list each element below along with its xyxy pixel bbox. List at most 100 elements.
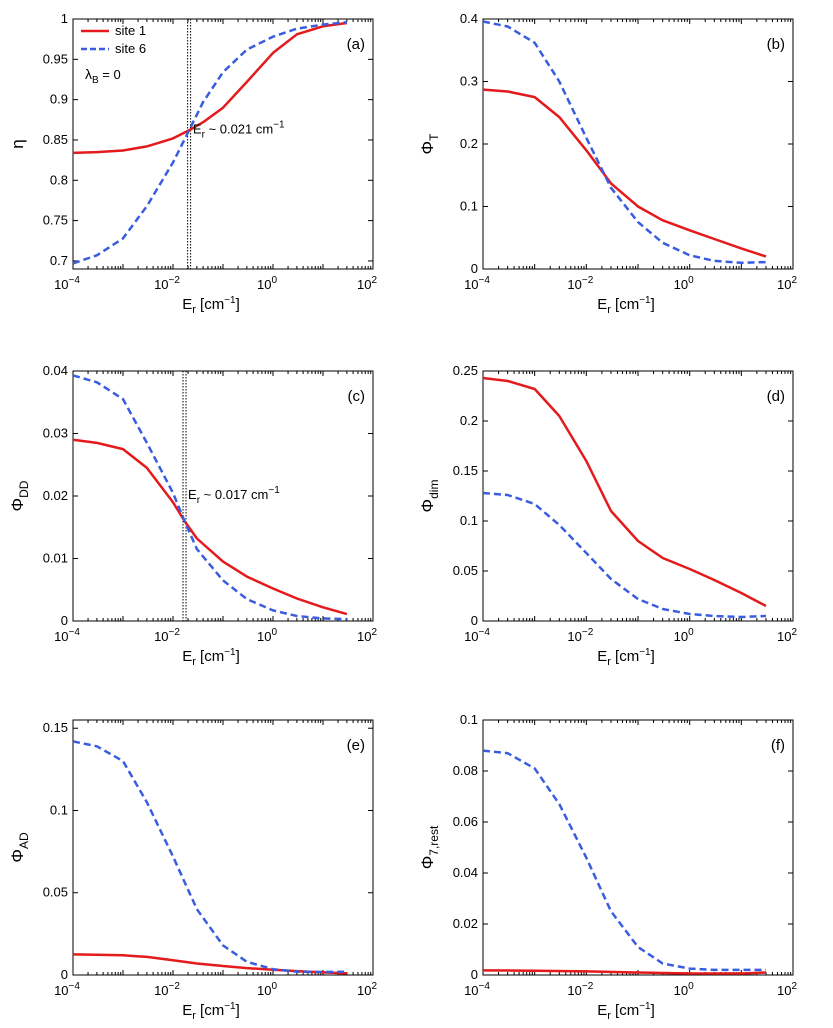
annotation-text: ~ 0.021 cm [205,122,273,137]
y-tick-label: 0 [471,261,478,276]
x-tick-exponent: 0 [271,627,277,638]
x-tick-exponent: −2 [582,275,594,286]
x-label-exponent: −1 [224,647,236,658]
x-label-sub: r [607,304,611,316]
y-tick-label: 0.85 [43,132,68,147]
y-tick-label: 0.95 [43,51,68,66]
x-tick-base: 10 [257,277,271,292]
annotation-exponent: −1 [273,120,285,131]
x-axis-label: Er [cm−1] [597,1001,655,1022]
y-tick-label: 0.2 [460,413,478,428]
x-label-main: E [597,648,607,665]
y-axis-label: η [8,139,27,148]
panel-label: (d) [767,388,785,405]
x-tick-label: 10−4 [54,981,80,998]
x-tick-base: 10 [674,629,688,644]
y-tick-label: 0.7 [50,253,68,268]
x-tick-label: 102 [777,275,797,292]
x-label-close: ] [236,296,240,313]
y-tick-label: 0.02 [453,916,478,931]
y-tick-label: 0.9 [50,92,68,107]
x-tick-base: 10 [674,983,688,998]
x-label-main: E [182,648,192,665]
x-tick-label: 100 [674,627,694,644]
lambda-label: λB = 0 [85,66,121,86]
y-tick-label: 0.1 [50,802,68,817]
x-tick-base: 10 [154,629,168,644]
y-tick-label: 1 [61,11,68,26]
x-tick-base: 10 [154,277,168,292]
y-tick-label: 0.08 [453,763,478,778]
x-tick-exponent: −4 [69,981,81,992]
x-label-unit: [cm [196,296,224,313]
x-tick-base: 10 [777,277,791,292]
x-tick-base: 10 [154,983,168,998]
legend-label-site6: site 6 [115,41,146,56]
plot-frame [482,18,794,270]
x-tick-exponent: −2 [169,981,181,992]
y-tick-label: 0.1 [460,199,478,214]
x-label-exponent: −1 [224,295,236,306]
y-axis-label: Φdim [418,480,441,513]
x-label-sub: r [192,304,196,316]
x-tick-exponent: 0 [271,275,277,286]
x-tick-exponent: −4 [479,627,491,638]
y-tick-label: 0.1 [460,513,478,528]
x-tick-base: 10 [464,983,478,998]
x-axis-label: Er [cm−1] [182,647,240,668]
x-tick-exponent: 2 [371,981,377,992]
x-label-close: ] [236,1002,240,1019]
x-tick-exponent: 2 [791,981,797,992]
x-axis-label: Er [cm−1] [597,647,655,668]
lambda-tail: = 0 [99,67,121,82]
x-tick-label: 10−4 [54,275,80,292]
x-tick-exponent: 0 [688,981,694,992]
x-tick-base: 10 [257,983,271,998]
series-site6-line [72,374,347,621]
x-tick-label: 10−2 [154,981,180,998]
y-label-sub: DD [17,480,31,498]
panel-label: (f) [771,737,785,754]
x-tick-exponent: −4 [69,275,81,286]
x-tick-base: 10 [54,629,68,644]
x-tick-exponent: −4 [479,275,491,286]
y-axis-label: ΦAD [8,832,31,863]
x-tick-label: 100 [674,275,694,292]
x-tick-base: 10 [567,277,581,292]
x-tick-label: 100 [674,981,694,998]
y-tick-label: 0.06 [453,814,478,829]
x-label-main: E [597,1002,607,1019]
x-label-unit: [cm [611,1002,639,1019]
x-tick-base: 10 [567,983,581,998]
x-label-unit: [cm [611,648,639,665]
x-tick-exponent: −4 [69,627,81,638]
x-tick-label: 10−2 [567,627,593,644]
series-site1-line [72,21,348,155]
y-tick-label: 0.2 [460,136,478,151]
x-tick-exponent: 2 [791,627,797,638]
x-tick-exponent: 2 [371,627,377,638]
x-label-sub: r [607,1010,611,1022]
legend-label-site1: site 1 [115,23,146,38]
x-tick-exponent: 0 [688,627,694,638]
y-label-main: Φ [8,498,27,512]
annotation-exponent: −1 [268,485,280,496]
y-label-main: Φ [418,141,437,155]
x-label-exponent: −1 [639,1001,651,1012]
x-tick-label: 102 [357,627,377,644]
y-tick-label: 0 [61,613,68,628]
x-label-exponent: −1 [639,295,651,306]
x-label-main: E [597,296,607,313]
x-tick-label: 10−2 [567,275,593,292]
x-tick-base: 10 [357,277,371,292]
x-tick-exponent: 2 [791,275,797,286]
x-label-close: ] [651,296,655,313]
x-tick-label: 10−2 [154,275,180,292]
x-tick-label: 100 [257,275,277,292]
y-label-sub: T [427,133,441,141]
y-label-sub: 7,rest [427,825,441,856]
x-tick-label: 10−2 [567,981,593,998]
x-tick-exponent: 2 [371,275,377,286]
